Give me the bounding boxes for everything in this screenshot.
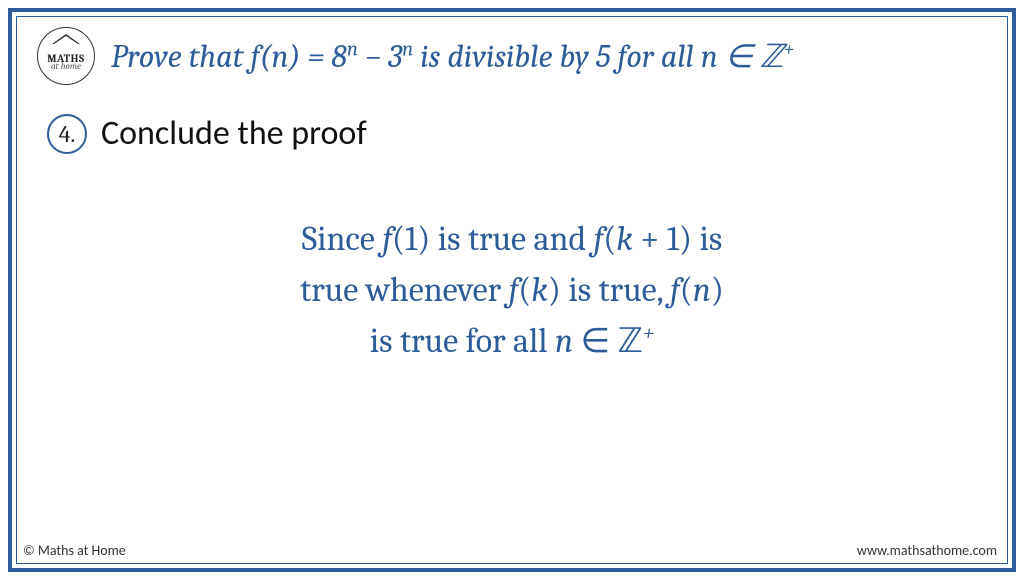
title-var-n: n [701, 38, 718, 75]
c-l2b: ( [518, 270, 531, 310]
conclusion-text: Since f(1) is true and f(k + 1) is true … [37, 214, 987, 367]
c-l2c: ) is true, [548, 270, 670, 310]
c-l2d: ( [680, 270, 693, 310]
c-fk: f [509, 270, 519, 310]
title-arg: n [272, 38, 289, 75]
c-fn: f [670, 270, 680, 310]
title-minus: − 3 [358, 38, 402, 75]
title-fn: f [251, 38, 260, 75]
c-l1d: + 1) is [633, 219, 722, 259]
step-label: Conclude the proof [101, 113, 367, 154]
title-zplus: + [784, 37, 795, 61]
logo-badge: MATHS at home [37, 27, 95, 85]
footer-url: www.mathsathome.com [857, 542, 997, 559]
title-eq: = 8 [300, 38, 346, 75]
c-n: n [693, 270, 711, 310]
header-row: MATHS at home Prove that f(n) = 8n − 3n … [37, 27, 987, 85]
footer-copyright: © Maths at Home [23, 542, 126, 559]
c-k2: k [531, 270, 548, 310]
outer-border: MATHS at home Prove that f(n) = 8n − 3n … [8, 8, 1016, 572]
c-fk1: f [594, 219, 604, 259]
step-number: 4. [59, 120, 76, 148]
c-l1b: (1) is true and [392, 219, 594, 259]
title-paren-open: ( [260, 38, 272, 75]
title-exp1: n [347, 37, 358, 61]
c-plus: + [643, 320, 654, 346]
c-f1: f [382, 219, 392, 259]
c-l1c: ( [603, 219, 616, 259]
c-l1a: Since [302, 219, 383, 259]
step-number-badge: 4. [47, 114, 87, 154]
c-l2e: ) [711, 270, 724, 310]
title-in-z: ∈ ℤ [718, 38, 784, 75]
logo-text-sub: at home [51, 63, 81, 72]
problem-statement: Prove that f(n) = 8n − 3n is divisible b… [111, 37, 794, 75]
logo-roof-icon [52, 34, 80, 44]
title-paren-close: ) [289, 38, 301, 75]
c-l3a: is true for all [370, 321, 555, 361]
c-n2: n [555, 321, 573, 361]
c-l3b: ∈ ℤ [573, 321, 643, 361]
title-exp2: n [402, 37, 413, 61]
c-k: k [616, 219, 633, 259]
inner-border: MATHS at home Prove that f(n) = 8n − 3n … [16, 16, 1008, 564]
title-suffix: is divisible by 5 for all [413, 38, 701, 75]
c-l2a: true whenever [300, 270, 508, 310]
title-prefix: Prove that [111, 38, 251, 75]
step-row: 4. Conclude the proof [47, 113, 987, 154]
